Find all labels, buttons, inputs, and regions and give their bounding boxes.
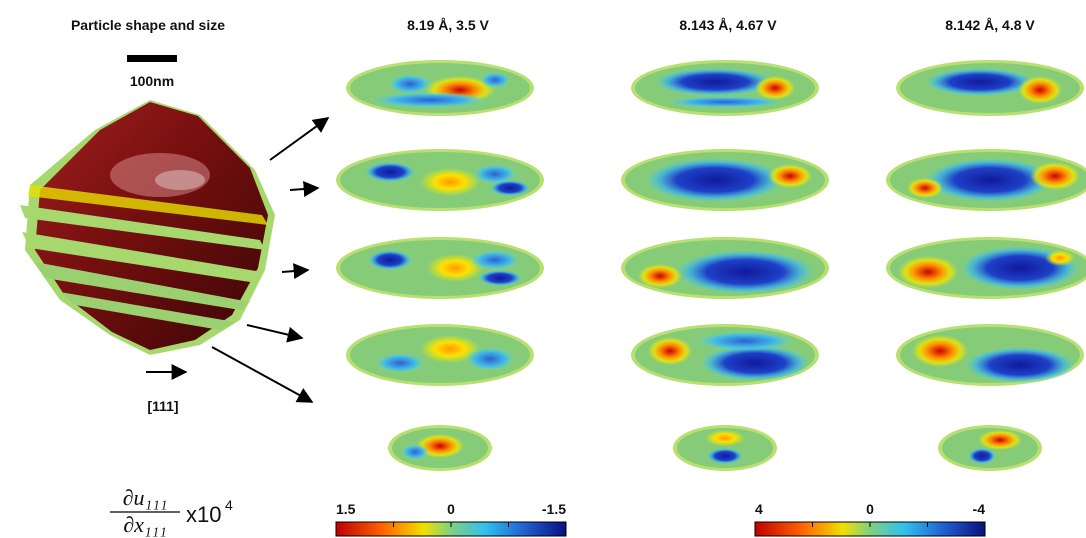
strain-spot bbox=[968, 448, 996, 464]
strain-spot bbox=[401, 444, 429, 460]
colorbars: 1.5 0 -1.5 4 0 -4 bbox=[335, 501, 986, 537]
strain-map bbox=[938, 425, 1042, 471]
strain-spot bbox=[707, 448, 743, 464]
strain-spot bbox=[375, 353, 425, 373]
strain-spot bbox=[898, 256, 958, 288]
panel-title: Particle shape and size bbox=[71, 17, 225, 33]
arrows bbox=[146, 117, 330, 403]
strain-spot bbox=[638, 264, 682, 288]
column-title: 8.143 Å, 4.67 V bbox=[679, 17, 777, 33]
colorbar-label: -4 bbox=[973, 501, 986, 517]
strain-map bbox=[631, 60, 819, 116]
strain-spot bbox=[768, 164, 812, 188]
strain-spot bbox=[645, 158, 785, 202]
strain-spot bbox=[478, 270, 522, 286]
formula-exponent: 4 bbox=[225, 497, 233, 513]
strain-spot bbox=[978, 430, 1022, 450]
column-title: 8.19 Å, 3.5 V bbox=[407, 17, 489, 33]
strain-map bbox=[886, 149, 1086, 211]
strain-spot bbox=[490, 180, 530, 196]
strain-spot bbox=[1030, 162, 1080, 190]
colorbar-label: -1.5 bbox=[542, 501, 566, 517]
strain-map bbox=[886, 237, 1086, 299]
strain-spot bbox=[655, 68, 775, 96]
strain-spot bbox=[925, 68, 1035, 96]
strain-spot bbox=[365, 162, 415, 182]
strain-spot bbox=[665, 96, 785, 108]
strain-spot bbox=[675, 250, 815, 294]
strain-spot bbox=[755, 76, 795, 100]
strain-map bbox=[388, 425, 492, 471]
strain-spot bbox=[1018, 76, 1062, 104]
strain-spot bbox=[370, 92, 490, 108]
strain-map bbox=[896, 60, 1084, 116]
strain-map bbox=[621, 237, 829, 299]
direction-label: [111] bbox=[147, 398, 178, 414]
strain-spot bbox=[925, 158, 1055, 202]
strain-spot bbox=[470, 250, 520, 270]
column-title: 8.142 Å, 4.8 V bbox=[945, 17, 1035, 33]
colorbar-label: 0 bbox=[447, 501, 455, 517]
strain-map bbox=[346, 324, 534, 386]
strain-spot bbox=[427, 254, 483, 282]
strain-spot bbox=[907, 178, 943, 198]
strain-map bbox=[673, 425, 777, 471]
strain-spot bbox=[912, 335, 968, 367]
scale-bar bbox=[127, 55, 177, 62]
strain-map bbox=[621, 149, 829, 211]
strain-spot bbox=[695, 331, 795, 351]
colorbar-label: 4 bbox=[755, 501, 763, 517]
strain-spot bbox=[388, 74, 432, 94]
strain-spot bbox=[705, 430, 745, 446]
strain-spot bbox=[965, 347, 1075, 383]
strain-map bbox=[336, 149, 544, 211]
strain-spot bbox=[480, 72, 510, 88]
colorbar-label: 1.5 bbox=[336, 501, 356, 517]
strain-spot bbox=[420, 168, 480, 196]
formula: ∂u₁₁₁ ∂x₁₁₁ x10 4 bbox=[110, 485, 233, 537]
strain-maps bbox=[336, 60, 1086, 471]
strain-spot bbox=[1045, 250, 1075, 266]
strain-spot bbox=[368, 250, 412, 270]
formula-multiplier: x10 bbox=[186, 502, 221, 527]
formula-denominator: ∂x₁₁₁ bbox=[123, 512, 167, 537]
scale-label: 100nm bbox=[130, 73, 174, 89]
particle bbox=[20, 100, 275, 355]
strain-spot bbox=[473, 164, 517, 184]
formula-numerator: ∂u₁₁₁ bbox=[123, 485, 168, 510]
strain-spot bbox=[465, 347, 515, 371]
strain-map bbox=[346, 60, 534, 116]
strain-map bbox=[336, 237, 544, 299]
strain-spot bbox=[700, 345, 810, 381]
strain-map bbox=[896, 324, 1084, 386]
strain-spot bbox=[420, 335, 480, 363]
strain-map bbox=[631, 324, 819, 386]
strain-spot bbox=[648, 337, 692, 365]
colorbar-label: 0 bbox=[866, 501, 874, 517]
